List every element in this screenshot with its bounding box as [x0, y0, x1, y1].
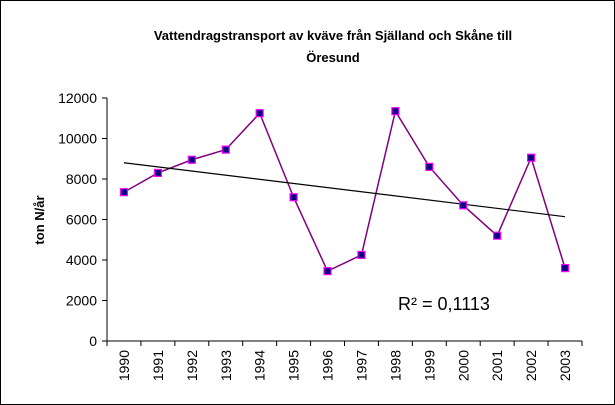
x-tick-label: 1996	[320, 350, 336, 381]
x-tick-label: 1993	[218, 350, 234, 381]
y-tick-label: 6000	[66, 212, 97, 228]
x-tick-label: 1992	[184, 350, 200, 381]
marker	[425, 162, 434, 171]
marker	[221, 145, 230, 154]
marker	[459, 201, 468, 210]
marker	[527, 153, 536, 162]
x-tick-label: 1994	[252, 350, 268, 381]
x-tick-label: 1990	[116, 350, 132, 381]
marker	[153, 168, 162, 178]
x-tick-label: 2003	[557, 350, 573, 381]
marker	[323, 267, 332, 276]
marker	[187, 155, 196, 164]
y-tick-label: 10000	[58, 131, 97, 147]
x-tick-label: 1998	[387, 350, 403, 381]
x-tick-label: 1997	[353, 350, 369, 381]
marker	[560, 264, 570, 273]
chart-title: Öresund	[306, 50, 360, 65]
chart-title: Vattendragstransport av kväve från Själl…	[154, 28, 512, 43]
y-axis-label: ton N/år	[32, 195, 47, 244]
y-tick-label: 2000	[66, 293, 97, 309]
marker	[357, 250, 366, 260]
y-tick-label: 4000	[66, 252, 97, 268]
x-tick-label: 2000	[455, 350, 471, 381]
annotation: R² = 0,1113	[398, 294, 490, 314]
marker	[289, 193, 298, 202]
y-tick-label: 0	[89, 333, 97, 349]
x-tick-label: 1995	[286, 350, 302, 381]
x-tick-label: 1991	[150, 350, 166, 381]
marker	[119, 188, 129, 197]
y-tick-label: 12000	[58, 90, 97, 106]
marker	[255, 109, 264, 118]
x-tick-label: 2002	[523, 350, 539, 381]
marker	[391, 107, 400, 116]
y-tick-label: 8000	[66, 171, 97, 187]
trendline	[123, 162, 566, 218]
series-line	[123, 109, 566, 273]
x-tick-label: 1999	[421, 350, 437, 381]
x-tick-label: 2001	[489, 350, 505, 381]
marker	[493, 231, 502, 240]
